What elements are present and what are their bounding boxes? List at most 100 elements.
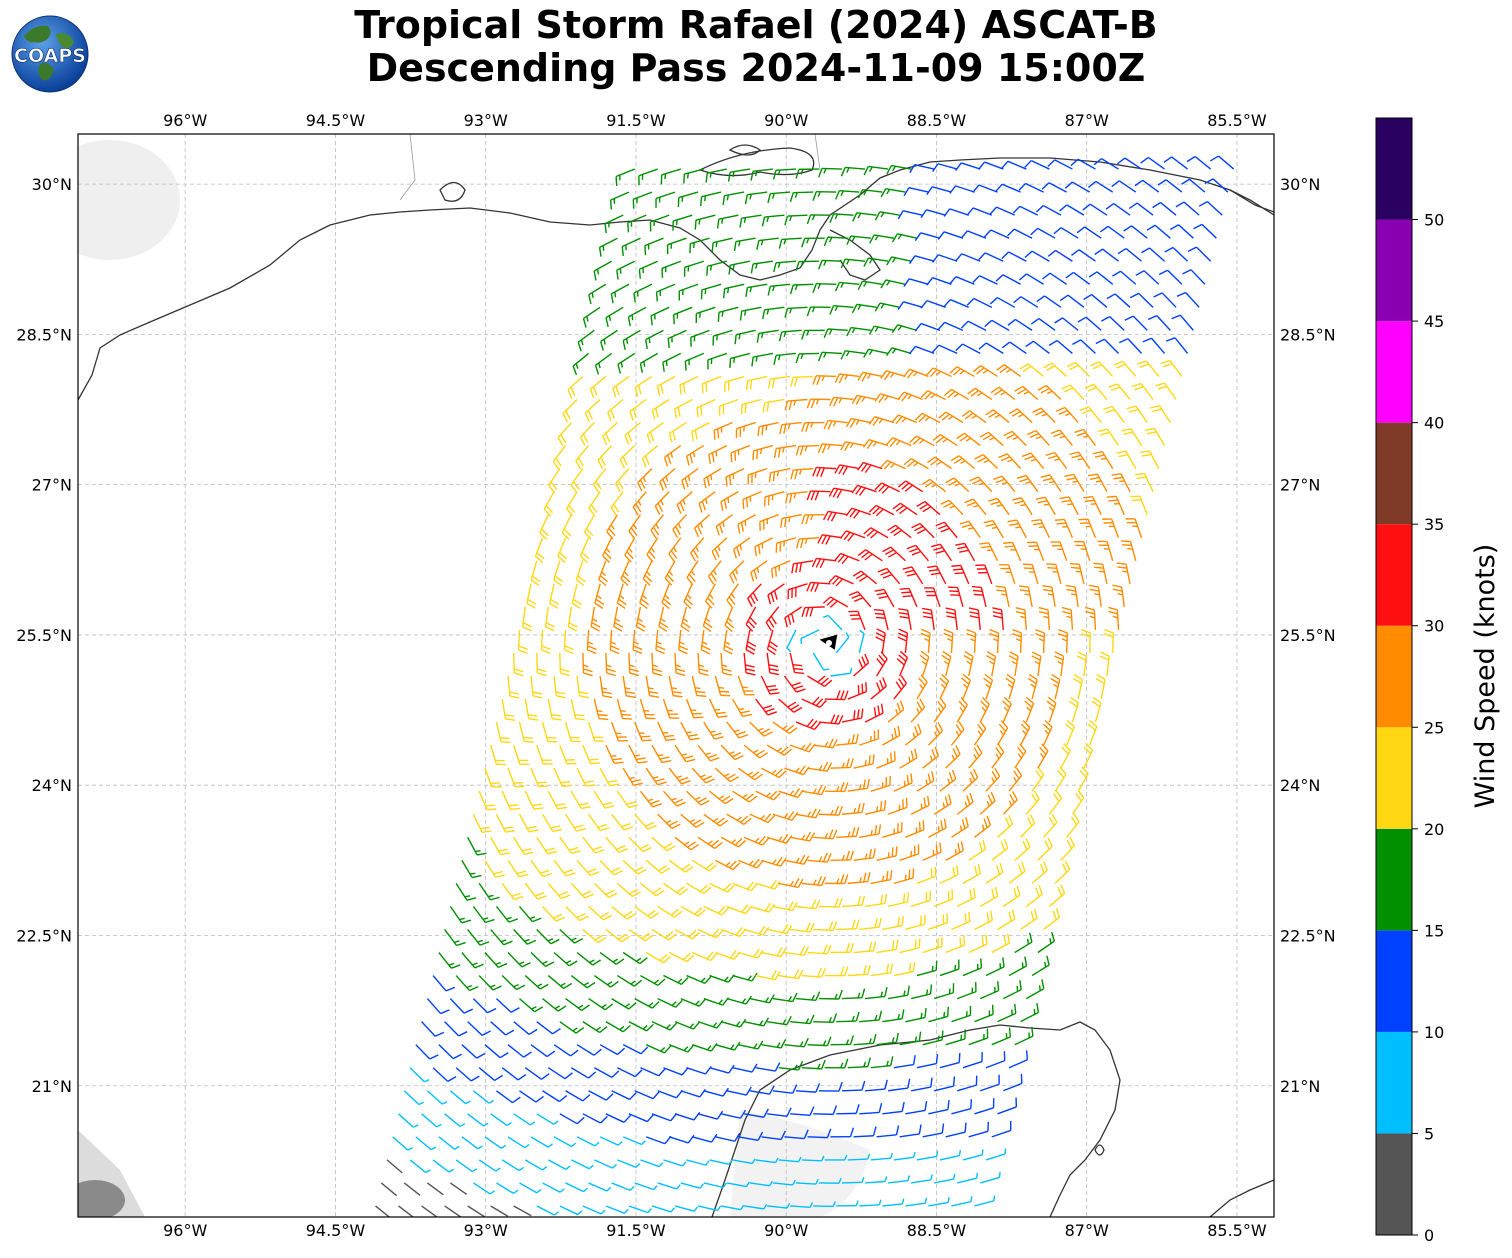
- wind-barb: [484, 859, 505, 878]
- wind-barb: [749, 1180, 773, 1187]
- colorbar: 0 5 10 15 20 25 30 35 40 45 50 Wind Speed (knots): [1375, 117, 1501, 1245]
- wind-barb: [790, 922, 815, 933]
- colorbar-tick-label: 0: [1424, 1226, 1434, 1245]
- wind-barb: [649, 214, 670, 232]
- wind-barb: [1013, 296, 1039, 308]
- wind-barb: [1055, 406, 1079, 423]
- wind-barb: [921, 478, 947, 493]
- wind-barb: [911, 1077, 933, 1092]
- wind-barb: [1116, 450, 1137, 469]
- wind-barb: [1012, 628, 1023, 653]
- wind-barb: [1130, 495, 1148, 515]
- wind-barb: [1135, 270, 1160, 285]
- wind-barb: [984, 319, 1010, 331]
- wind-barb: [461, 952, 484, 969]
- wind-barb: [570, 882, 594, 899]
- wind-barb: [610, 283, 630, 304]
- wind-barb: [863, 165, 889, 176]
- wind-barb: [985, 1051, 1006, 1069]
- wind-barb: [582, 306, 601, 328]
- wind-barb: [824, 1154, 848, 1161]
- wind-barb: [863, 348, 889, 358]
- wind-barb: [749, 902, 776, 913]
- wind-barb: [444, 1113, 466, 1128]
- wind-barb: [728, 260, 751, 275]
- wind-barb: [922, 842, 942, 861]
- wind-barb: [722, 191, 745, 206]
- wind-barb: [968, 839, 987, 861]
- wind-barb: [951, 1099, 973, 1115]
- colorbar-bin-45-50: [1376, 219, 1412, 322]
- wind-barb: [772, 992, 798, 1003]
- wind-barb: [1073, 674, 1084, 700]
- wind-barb: [709, 1064, 735, 1074]
- wind-barb: [824, 782, 849, 793]
- wind-barb: [935, 521, 958, 539]
- wind-barb: [583, 514, 595, 540]
- wind-barb: [1031, 861, 1048, 884]
- wind-barb: [686, 790, 710, 806]
- wind-barb: [991, 1027, 1011, 1046]
- wind-barb: [939, 865, 959, 885]
- wind-barb: [662, 352, 682, 372]
- wind-barb: [674, 836, 700, 851]
- wind-barb: [501, 975, 526, 991]
- wind-barb: [1059, 496, 1079, 516]
- wind-barb: [738, 858, 764, 869]
- lon-tick-label-bottom: 96°W: [163, 1221, 207, 1240]
- wind-barb: [974, 454, 999, 470]
- wind-barb: [962, 768, 979, 792]
- wind-barb: [530, 859, 553, 878]
- wind-barb: [1008, 408, 1033, 424]
- wind-barb: [642, 560, 653, 586]
- wind-barb: [778, 329, 802, 342]
- wind-barb: [751, 352, 774, 367]
- wind-barb: [680, 813, 705, 828]
- wind-barb: [945, 1122, 967, 1138]
- wind-barb: [589, 375, 607, 399]
- lat-tick-label-right: 30°N: [1280, 175, 1320, 194]
- wind-barb: [1060, 743, 1071, 769]
- wind-barb: [960, 230, 987, 239]
- wind-barb: [859, 729, 880, 746]
- wind-barb: [1043, 908, 1061, 931]
- wind-barb: [628, 1113, 655, 1123]
- wind-barb: [991, 838, 1009, 861]
- wind-barb: [484, 1136, 507, 1149]
- coastline-delta: [829, 229, 881, 281]
- wind-barb: [926, 186, 952, 196]
- wind-barb: [640, 1067, 666, 1077]
- wind-barb: [934, 1173, 956, 1184]
- wind-barb: [739, 306, 762, 321]
- wind-barb: [680, 606, 691, 633]
- wind-barb: [897, 628, 909, 654]
- wind-barb: [610, 721, 628, 742]
- wind-barb: [743, 836, 770, 846]
- wind-barb: [767, 1202, 791, 1209]
- wind-barb: [795, 168, 819, 179]
- wind-barb: [978, 161, 1004, 170]
- wind-barb: [547, 1067, 573, 1080]
- wind-barb: [1083, 293, 1108, 308]
- wind-barb: [1092, 450, 1114, 469]
- wind-barb: [1069, 696, 1080, 723]
- wind-barb: [1181, 178, 1206, 193]
- wind-barb: [755, 698, 777, 716]
- wind-barb: [862, 438, 889, 449]
- wind-barb: [674, 744, 696, 763]
- wind-barb: [927, 456, 952, 470]
- wind-barb: [780, 514, 802, 528]
- wind-barb: [496, 1090, 521, 1104]
- wind-barb: [449, 1090, 471, 1105]
- colorbar-label: Wind Speed (knots): [1470, 544, 1501, 809]
- wind-barb: [812, 375, 837, 385]
- wind-barb: [778, 969, 804, 980]
- wind-barb: [617, 1159, 641, 1169]
- wind-barb: [980, 1074, 1000, 1092]
- wind-barb: [880, 459, 906, 470]
- wind-barb: [779, 421, 802, 435]
- wind-barb: [1124, 315, 1148, 331]
- wind-barb: [590, 606, 601, 632]
- wind-barb: [1037, 837, 1053, 861]
- wind-barb: [885, 347, 912, 357]
